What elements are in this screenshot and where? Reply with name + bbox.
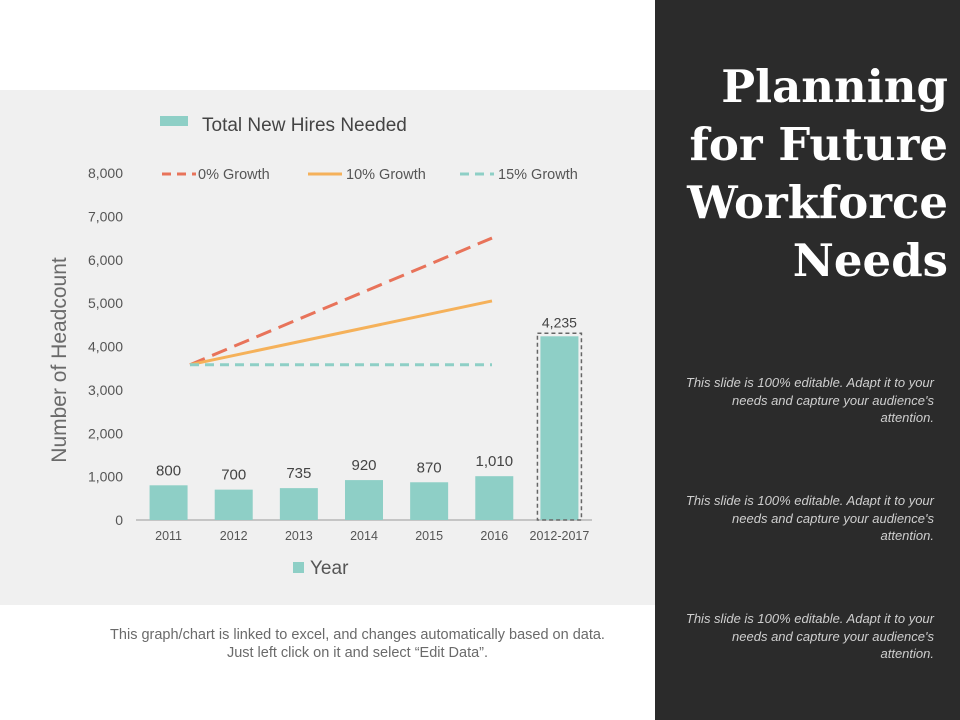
x-tick-label: 2011 [155, 529, 182, 543]
bar-value-label: 800 [156, 462, 181, 479]
title-line: Workforce [687, 176, 948, 229]
legend: Total New Hires Needed [160, 115, 407, 136]
growth-line [189, 299, 493, 367]
bar [475, 476, 514, 520]
y-tick-label: 6,000 [88, 252, 123, 268]
x-axis-label: Year [310, 558, 349, 579]
total-bar-outline [536, 332, 583, 521]
bar-value-label: 1,010 [476, 453, 514, 470]
bar-value-labels: 800 700 735 920 870 1,010 4,235 [156, 314, 577, 483]
x-axis-legend: Year [293, 558, 349, 579]
x-tick-label: 2012 [220, 529, 248, 543]
bar [540, 336, 579, 520]
x-axis-legend-swatch [293, 562, 304, 573]
y-tick-label: 7,000 [88, 208, 123, 224]
y-axis-label: Number of Headcount [48, 257, 71, 463]
line-legend-label: 15% Growth [498, 167, 578, 183]
headcount-chart[interactable]: Total New Hires Needed 0% Growth 10% Grow… [0, 0, 655, 720]
legend-label: Total New Hires Needed [202, 115, 407, 136]
x-tick-label: 2012-2017 [530, 529, 590, 543]
title-line: Planning [721, 60, 948, 113]
y-tick-label: 0 [115, 512, 123, 528]
y-tick-label: 3,000 [88, 382, 123, 398]
bar [410, 482, 449, 520]
editable-note: This slide is 100% editable. Adapt it to… [685, 493, 934, 543]
x-axis-ticks: 2011 2012 2013 2014 2015 2016 2012-2017 [155, 529, 589, 543]
growth-lines [189, 236, 493, 367]
legend-swatch [160, 116, 188, 126]
bar [279, 488, 318, 520]
slide-title: Planning for Future Workforce Needs [663, 58, 948, 290]
y-tick-label: 8,000 [88, 165, 123, 181]
title-line: Needs [792, 234, 948, 287]
x-tick-label: 2016 [480, 529, 508, 543]
chart-footnote: This graph/chart is linked to excel, and… [110, 627, 605, 661]
y-tick-label: 5,000 [88, 295, 123, 311]
x-tick-label: 2015 [415, 529, 443, 543]
y-tick-label: 2,000 [88, 425, 123, 441]
line-legend: 0% Growth 10% Growth 15% Growth [162, 167, 578, 183]
bar-value-label: 735 [286, 465, 311, 482]
x-tick-label: 2013 [285, 529, 313, 543]
line-legend-label: 10% Growth [346, 167, 426, 183]
growth-line [189, 236, 493, 367]
y-tick-label: 4,000 [88, 339, 123, 355]
bar [345, 480, 383, 520]
x-tick-label: 2014 [350, 529, 378, 543]
y-tick-label: 1,000 [88, 469, 123, 485]
bar-value-label: 4,235 [542, 314, 577, 330]
bar [149, 485, 188, 520]
y-axis-ticks: 0 1,000 2,000 3,000 4,000 5,000 6,000 7,000 8,00… [88, 165, 123, 528]
line-legend-label: 0% Growth [198, 167, 270, 183]
title-panel [655, 0, 960, 720]
bars [149, 332, 583, 521]
title-line: for Future [689, 118, 948, 171]
bar-value-label: 920 [351, 457, 376, 474]
editable-note: This slide is 100% editable. Adapt it to… [685, 375, 934, 425]
bar-value-label: 700 [221, 467, 246, 484]
bar [214, 489, 253, 520]
bar-value-label: 870 [417, 459, 442, 476]
editable-note: This slide is 100% editable. Adapt it to… [685, 611, 934, 661]
